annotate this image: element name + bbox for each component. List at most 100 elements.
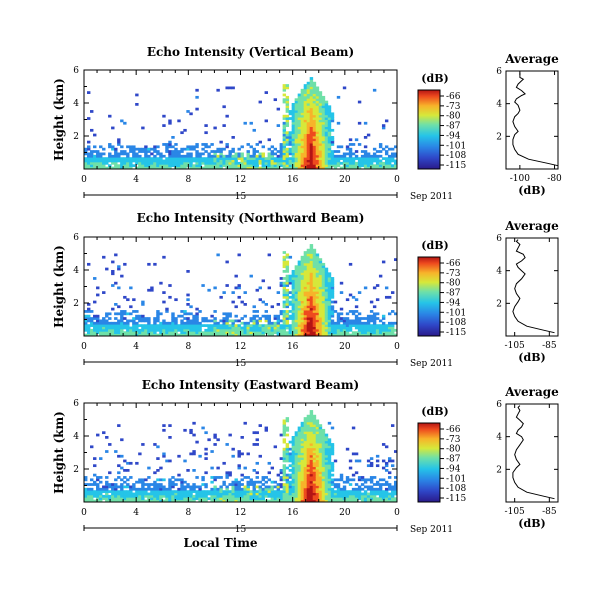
heatmap-cell (315, 267, 320, 271)
heatmap-cell (312, 270, 317, 273)
heatmap-cell (252, 483, 256, 486)
heatmap-cell (321, 431, 326, 435)
heatmap-cell (297, 426, 302, 430)
heatmap-cell (264, 492, 268, 496)
heatmap-cell (150, 497, 154, 501)
heatmap-cell (270, 480, 275, 484)
heatmap-cell (240, 321, 244, 325)
heatmap-cell (234, 328, 238, 332)
heatmap-cell (255, 476, 259, 479)
heatmap-cell (90, 483, 94, 486)
heatmap-cell (231, 485, 235, 489)
avg-x-tick-label: -100 (510, 174, 530, 184)
heatmap-cell (360, 326, 365, 330)
heatmap-cell (132, 331, 136, 335)
heatmap-cell (309, 105, 314, 109)
heatmap-cell (306, 298, 311, 302)
heatmap-cell (309, 317, 314, 320)
heatmap-cell (306, 100, 311, 104)
heatmap-cell (306, 91, 311, 94)
heatmap-cell (309, 326, 314, 330)
heatmap-cell (294, 277, 299, 280)
heatmap-cell (336, 164, 341, 168)
heatmap-cell (291, 303, 296, 306)
heatmap-cell (168, 480, 172, 484)
heatmap-cell (336, 161, 341, 165)
heatmap-cell (129, 312, 133, 316)
heatmap-cell (195, 150, 199, 153)
heatmap-cell (306, 312, 311, 316)
heatmap-cell (198, 326, 202, 330)
heatmap-cell (324, 267, 329, 271)
heatmap-cell (312, 331, 317, 335)
heatmap-cell (132, 483, 136, 486)
heatmap-cell (375, 157, 380, 160)
heatmap-cell (300, 305, 305, 309)
heatmap-cell (249, 328, 253, 332)
heatmap-cell (231, 492, 235, 496)
heatmap-cell (255, 159, 259, 163)
heatmap-cell (306, 307, 311, 311)
heatmap-cell (93, 326, 97, 330)
heatmap-cell (174, 152, 178, 156)
heatmap-cell (198, 321, 202, 325)
heatmap-cell (267, 164, 271, 168)
heatmap-cell (306, 424, 311, 427)
heatmap-cell (168, 499, 172, 502)
heatmap-cell (318, 126, 323, 130)
heatmap-cell (204, 166, 208, 169)
heatmap-cell (372, 147, 377, 151)
average-xlabel: (dB) (518, 517, 545, 530)
heatmap-cell (312, 84, 317, 87)
heatmap-cell (135, 317, 139, 320)
heatmap-cell (303, 291, 308, 294)
heatmap-cell (324, 436, 329, 439)
heatmap-cell (324, 284, 329, 287)
heatmap-cell (216, 164, 220, 168)
heatmap-cell (339, 154, 344, 158)
heatmap-cell (165, 321, 169, 325)
heatmap-cell (189, 145, 193, 149)
heatmap-cell (321, 103, 326, 106)
heatmap-cell (189, 321, 193, 325)
colorbar-tick-label: -101 (446, 141, 466, 151)
heatmap-cell (321, 100, 326, 104)
heatmap-cell (222, 321, 226, 325)
heatmap-cell (285, 443, 290, 446)
heatmap-cell (234, 305, 238, 309)
heatmap-cell (156, 445, 160, 449)
heatmap-cell (261, 145, 265, 149)
heatmap-cell (303, 303, 308, 306)
heatmap-cell (135, 487, 139, 491)
heatmap-cell (318, 258, 323, 261)
heatmap-cell (288, 161, 293, 165)
heatmap-cell (120, 317, 124, 320)
heatmap-cell (285, 119, 290, 123)
heatmap-cell (327, 305, 332, 309)
heatmap-cell (360, 487, 365, 491)
heatmap-cell (285, 426, 290, 430)
heatmap-cell (312, 110, 317, 113)
heatmap-cell (282, 433, 287, 437)
heatmap-cell (111, 494, 115, 498)
heatmap-cell (168, 157, 172, 160)
heatmap-cell (141, 317, 145, 320)
heatmap-cell (309, 159, 314, 163)
heatmap-cell (279, 471, 284, 475)
heatmap-cell (309, 284, 314, 287)
heatmap-cell (309, 244, 314, 247)
heatmap-cell (294, 143, 299, 146)
heatmap-cell (366, 317, 371, 320)
heatmap-cell (264, 310, 268, 313)
heatmap-cell (183, 164, 187, 168)
heatmap-cell (324, 469, 329, 472)
heatmap-cell (252, 487, 256, 491)
heatmap-cell (162, 255, 166, 259)
heatmap-cell (327, 421, 332, 425)
heatmap-cell (162, 154, 166, 158)
heatmap-cell (309, 136, 314, 139)
heatmap-cell (174, 164, 178, 168)
heatmap-cell (312, 483, 317, 486)
heatmap-cell (300, 436, 305, 439)
heatmap-cell (294, 447, 299, 451)
